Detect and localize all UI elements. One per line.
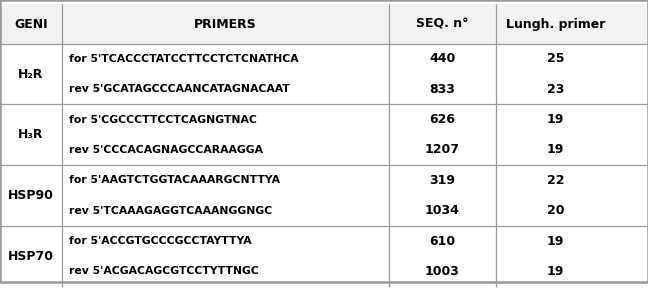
Text: 833: 833 <box>430 83 455 96</box>
Text: GENI: GENI <box>14 17 47 31</box>
Text: 626: 626 <box>429 113 456 126</box>
Bar <box>0 4 648 44</box>
Text: for 5'TCACCCTATCCTTCCTCTCNATHCA: for 5'TCACCCTATCCTTCCTCTCNATHCA <box>69 54 299 64</box>
Text: 20: 20 <box>547 204 564 217</box>
Text: 19: 19 <box>547 235 564 248</box>
Text: rev 5'TCAAAGAGGTCAAANGGNGC: rev 5'TCAAAGAGGTCAAANGGNGC <box>69 206 273 216</box>
Text: H₂R: H₂R <box>18 68 43 81</box>
Text: HSP90: HSP90 <box>8 189 54 202</box>
Text: HSP70: HSP70 <box>8 250 54 263</box>
Text: 23: 23 <box>547 83 564 96</box>
Text: 22: 22 <box>547 174 564 187</box>
Text: 1003: 1003 <box>425 265 459 278</box>
Text: Lungh. primer: Lungh. primer <box>506 17 605 31</box>
Text: 19: 19 <box>547 113 564 126</box>
Text: 1034: 1034 <box>425 204 459 217</box>
Text: rev 5'GCATAGCCCAANCATAGNACAAT: rev 5'GCATAGCCCAANCATAGNACAAT <box>69 84 290 94</box>
Text: 610: 610 <box>429 235 456 248</box>
Text: 19: 19 <box>547 265 564 278</box>
Text: 319: 319 <box>429 174 456 187</box>
Text: for 5'AAGTCTGGTACAAARGCNTTYA: for 5'AAGTCTGGTACAAARGCNTTYA <box>69 175 281 185</box>
Text: for 5'CGCCCTTCCTCAGNGTNAC: for 5'CGCCCTTCCTCAGNGTNAC <box>69 115 257 125</box>
Text: for 5'ACCGTGCCCGCCTAYTTYA: for 5'ACCGTGCCCGCCTAYTTYA <box>69 236 252 246</box>
Text: SEQ. n°: SEQ. n° <box>416 17 469 31</box>
Text: 25: 25 <box>547 52 564 65</box>
Text: 19: 19 <box>547 143 564 157</box>
Text: 1207: 1207 <box>424 143 460 157</box>
Text: 440: 440 <box>429 52 456 65</box>
Text: PRIMERS: PRIMERS <box>194 17 257 31</box>
Text: H₃R: H₃R <box>18 128 43 141</box>
Text: rev 5'ACGACAGCGTCCTYTTNGC: rev 5'ACGACAGCGTCCTYTTNGC <box>69 267 259 276</box>
Text: rev 5'CCCACAGNAGCCARAAGGA: rev 5'CCCACAGNAGCCARAAGGA <box>69 145 263 155</box>
